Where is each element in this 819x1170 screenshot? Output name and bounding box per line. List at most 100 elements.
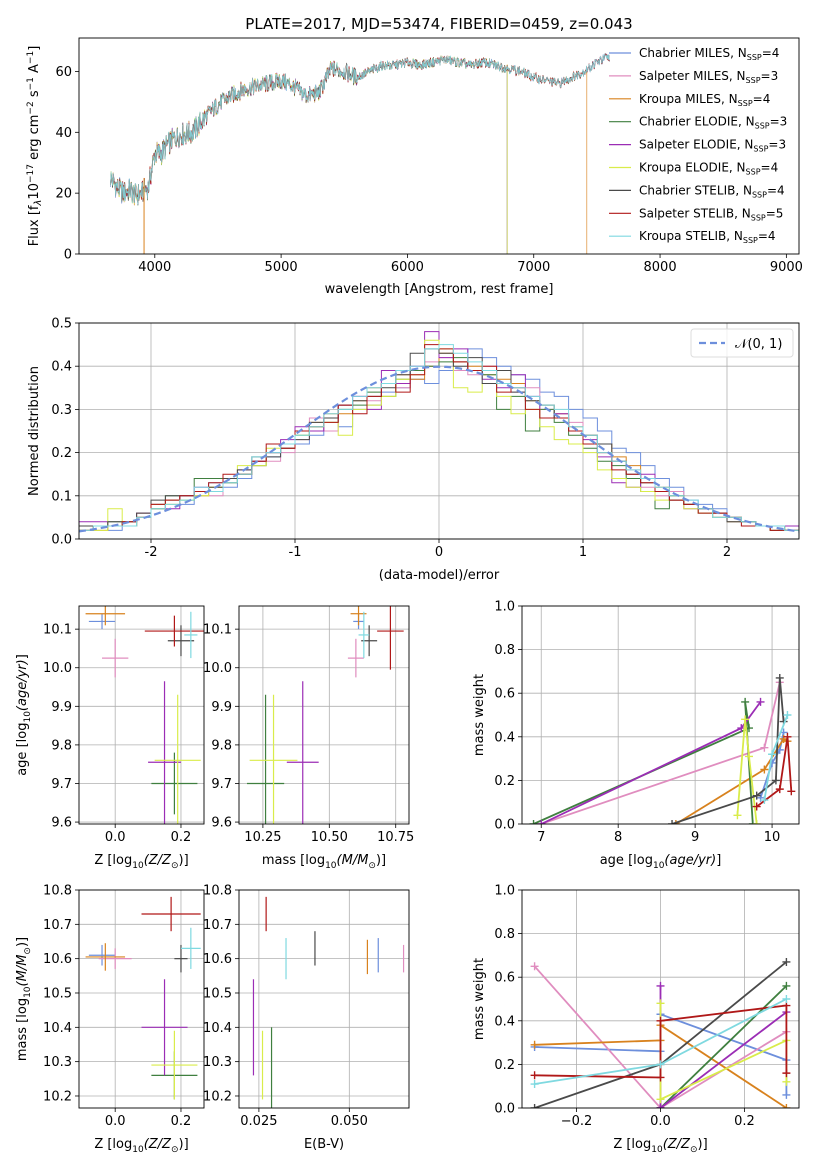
y-tick-label: 0.4	[51, 360, 72, 375]
x-axis-label: Z [log10(Z/Z⊙)]	[94, 1137, 188, 1155]
x-tick-label: 0.0	[105, 1114, 126, 1129]
errorbar-chabrier-elodie	[151, 752, 198, 815]
x-axis-label: wavelength [Angstrom, rest frame]	[325, 282, 554, 297]
weight-marker-chabrier-elodie	[748, 820, 757, 824]
errorbar-kroupa-elodie	[154, 694, 201, 824]
legend-label-salpeter-elodie: Salpeter ELODIE, NSSP=3	[639, 138, 786, 154]
x-tick-label: 0.2	[171, 830, 192, 845]
y-tick-label: 9.7	[211, 777, 232, 792]
x-tick-label: 0.0	[105, 830, 126, 845]
plot-area	[252, 896, 405, 1108]
weight-vs-age-panel: 7 8 9 10 0.0 0.2 0.4 0.6 0.8 1.0 age [log10(age/yr…	[472, 600, 800, 871]
weight-marker-salpeter-stelib	[783, 732, 792, 741]
y-tick-label: 10.6	[203, 952, 232, 967]
y-tick-label: 9.8	[51, 738, 72, 753]
x-tick-label: 9	[691, 830, 699, 845]
weight-line-kroupa-elodie	[736, 719, 758, 824]
mass-vs-metallicity-panel: 0.0 0.2 10.2 10.3 10.4 10.5 10.6 10.7 10.8 Z [log…	[15, 884, 205, 1155]
y-tick-label: 0.2	[494, 1058, 515, 1073]
y-axis-label: Flux [fλ10−17 erg cm−2 s−1 A−1]	[26, 46, 44, 247]
legend-label-kroupa-elodie: Kroupa ELODIE, NSSP=4	[639, 161, 778, 177]
weight-marker-kroupa-miles	[671, 820, 680, 824]
weight-marker-kroupa-stelib	[760, 796, 769, 805]
y-axis-label: mass weight	[472, 958, 487, 1040]
y-tick-label: 10.5	[203, 986, 232, 1001]
errorbar-salpeter-miles	[347, 638, 364, 678]
y-tick-label: 0.4	[494, 730, 515, 745]
x-tick-label: 10.50	[311, 830, 348, 845]
y-tick-label: 1.0	[494, 600, 515, 615]
errorbar-salpeter-stelib	[377, 606, 404, 670]
weight-series-salpeter-stelib	[752, 732, 796, 811]
weight-marker-kroupa-stelib	[768, 750, 777, 759]
errorbar-salpeter-miles	[98, 948, 132, 969]
weight-marker-kroupa-stelib	[783, 711, 792, 719]
weight-marker-kroupa-stelib	[782, 995, 791, 1003]
spectrum-panel: 4000 5000 6000 7000 8000 9000 0 20 40 60 wavelengt…	[26, 37, 803, 297]
y-tick-label: 0.5	[51, 317, 72, 332]
x-tick-label: 8000	[644, 260, 677, 275]
y-tick-label: 0.6	[494, 687, 515, 702]
weight-marker-salpeter-elodie	[537, 820, 546, 824]
y-tick-label: 10.7	[43, 918, 72, 933]
y-tick-label: 40	[55, 126, 72, 141]
errorbar-chabrier-miles	[88, 613, 116, 630]
weight-marker-salpeter-stelib	[752, 802, 761, 811]
x-tick-label: 0.2	[171, 1114, 192, 1129]
y-tick-label: 10.4	[203, 1021, 232, 1036]
y-tick-label: 10.3	[43, 1055, 72, 1070]
weight-marker-salpeter-miles	[760, 743, 769, 752]
spectrum-line-kroupa-elodie	[110, 55, 508, 254]
x-tick-label: 0	[435, 545, 443, 560]
plot-area	[529, 673, 796, 824]
y-tick-label: 9.6	[211, 816, 232, 831]
legend-label-chabrier-miles: Chabrier MILES, NSSP=4	[639, 46, 779, 62]
y-tick-label: 10.6	[43, 952, 72, 967]
y-tick-label: 0.1	[51, 489, 72, 504]
weight-marker-salpeter-miles	[530, 962, 539, 971]
legend: Chabrier MILES, NSSP=4 Salpeter MILES, NS…	[609, 46, 787, 245]
weight-marker-chabrier-stelib	[771, 776, 780, 785]
x-tick-label: 5000	[265, 260, 298, 275]
weight-marker-chabrier-miles	[782, 1090, 791, 1099]
plot-area	[530, 957, 791, 1108]
weight-marker-salpeter-elodie	[656, 1104, 665, 1108]
y-axis-label: age [log10(age/yr)]	[15, 654, 33, 776]
y-tick-label: 0.0	[494, 818, 515, 833]
errorbar-chabrier-stelib	[167, 625, 195, 657]
weight-marker-salpeter-stelib	[656, 1016, 665, 1025]
weight-series-chabrier-elodie	[529, 697, 757, 824]
y-tick-label: 10.7	[203, 918, 232, 933]
x-tick-label: 10.25	[244, 830, 281, 845]
errorbar-kroupa-elodie	[151, 1030, 198, 1100]
weight-marker-kroupa-elodie	[752, 820, 761, 824]
y-tick-label: 9.7	[51, 777, 72, 792]
weight-marker-kroupa-stelib	[530, 1080, 539, 1089]
plot-area	[110, 52, 610, 254]
weight-marker-chabrier-stelib	[668, 820, 677, 824]
histogram-kroupa-stelib	[79, 344, 799, 539]
weight-marker-kroupa-elodie	[733, 811, 742, 820]
y-tick-label: 10.8	[43, 884, 72, 899]
legend-label-chabrier-elodie: Chabrier ELODIE, NSSP=3	[639, 115, 787, 131]
residual-histogram-panel: -2 -1 0 1 2 0.0 0.1 0.2 0.3 0.4 0.5 (data-model)/er…	[27, 317, 800, 583]
x-tick-label: -2	[145, 545, 158, 560]
errorbar-salpeter-elodie	[286, 681, 319, 824]
x-axis-label: (data-model)/error	[379, 568, 500, 583]
x-tick-label: 7000	[517, 260, 550, 275]
weight-line-salpeter-miles	[533, 965, 787, 1108]
legend-label-salpeter-miles: Salpeter MILES, NSSP=3	[639, 69, 778, 85]
weight-marker-kroupa-elodie	[656, 1095, 665, 1104]
errorbar-salpeter-stelib	[144, 615, 204, 647]
weight-marker-salpeter-stelib	[775, 785, 784, 794]
errorbar-kroupa-stelib	[180, 927, 201, 969]
y-tick-label: 0.2	[51, 446, 72, 461]
errorbar-salpeter-elodie	[148, 681, 181, 824]
errorbar-kroupa-stelib	[358, 611, 370, 659]
legend-label-normal: 𝒩(0, 1)	[735, 337, 782, 352]
weight-marker-chabrier-stelib	[752, 791, 761, 800]
weight-series-salpeter-stelib	[530, 1001, 791, 1082]
weight-marker-kroupa-miles	[760, 765, 769, 774]
x-tick-label: 2	[723, 545, 731, 560]
y-tick-label: 0.4	[494, 1014, 515, 1029]
